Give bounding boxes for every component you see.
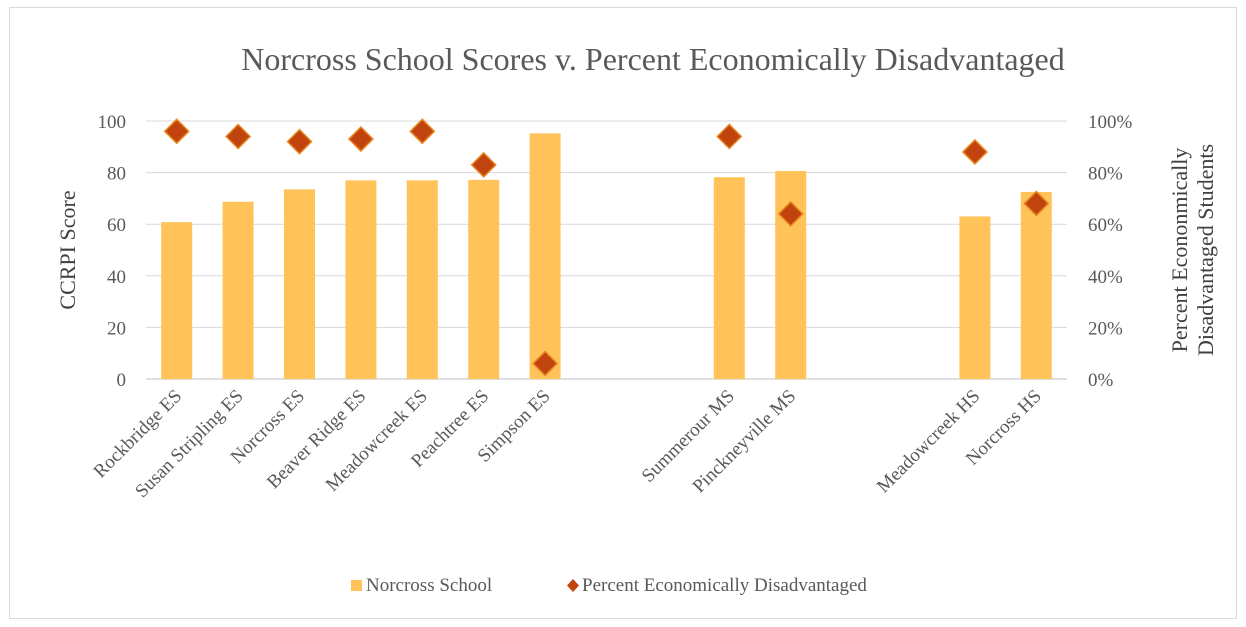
bar-series <box>161 133 1052 379</box>
y2-axis-title-line2: Disadvantaged Students <box>1193 144 1218 356</box>
x-tick-label: Susan Stripling ES <box>131 386 247 502</box>
y2-axis-title-line1: Percent Econonmically <box>1167 148 1192 353</box>
marker-point <box>409 118 436 145</box>
marker-point <box>777 200 804 227</box>
bar <box>222 201 254 379</box>
legend-swatch-marker <box>567 579 579 592</box>
bar <box>284 189 315 379</box>
bar <box>161 222 193 379</box>
y-tick-label: 80 <box>107 164 126 185</box>
y2-tick-label: 20% <box>1088 318 1123 339</box>
legend: Norcross School Percent Economically Dis… <box>351 575 867 596</box>
y-tick-label: 20 <box>107 318 126 339</box>
marker-point <box>225 123 252 150</box>
marker-series <box>163 118 1050 377</box>
y2-axis-title: Percent Econonmically Disadvantaged Stud… <box>1167 144 1218 356</box>
y2-tick-label: 60% <box>1088 215 1123 236</box>
y-axis-title: CCRPI Score <box>55 190 80 309</box>
y2-tick-label: 40% <box>1088 267 1123 288</box>
x-tick-label: Meadowcreek HS <box>873 386 984 497</box>
marker-point <box>347 125 374 153</box>
marker-point <box>470 151 497 178</box>
marker-point <box>286 128 313 155</box>
legend-swatch-bar <box>351 580 362 591</box>
marker-point <box>961 138 988 166</box>
marker-point <box>1023 190 1050 217</box>
right-axis-ticks: 0% 20% 40% 60% 80% 100% <box>1088 112 1133 391</box>
bar <box>468 179 500 379</box>
x-tick-label: Pinckneyville MS <box>689 386 801 498</box>
marker-point <box>163 118 190 145</box>
y2-tick-label: 0% <box>1088 370 1114 391</box>
y-tick-label: 40 <box>107 267 126 288</box>
chart-title: Norcross School Scores v. Percent Econom… <box>241 41 1064 77</box>
y-tick-label: 60 <box>107 215 126 236</box>
bar <box>959 216 991 379</box>
marker-point <box>532 350 559 377</box>
left-axis-ticks: 0 20 40 60 80 100 <box>98 112 127 391</box>
y-tick-label: 0 <box>117 370 127 391</box>
legend-label-bar: Norcross School <box>366 575 492 596</box>
y-tick-label: 100 <box>98 112 127 133</box>
bar <box>406 180 438 379</box>
legend-label-marker: Percent Economically Disadvantaged <box>582 575 867 596</box>
bar <box>529 133 561 379</box>
bar <box>345 180 377 379</box>
y2-tick-label: 100% <box>1088 112 1133 133</box>
bar <box>713 177 745 379</box>
marker-point <box>716 123 743 150</box>
bar <box>1020 191 1052 379</box>
y2-tick-label: 80% <box>1088 164 1123 185</box>
